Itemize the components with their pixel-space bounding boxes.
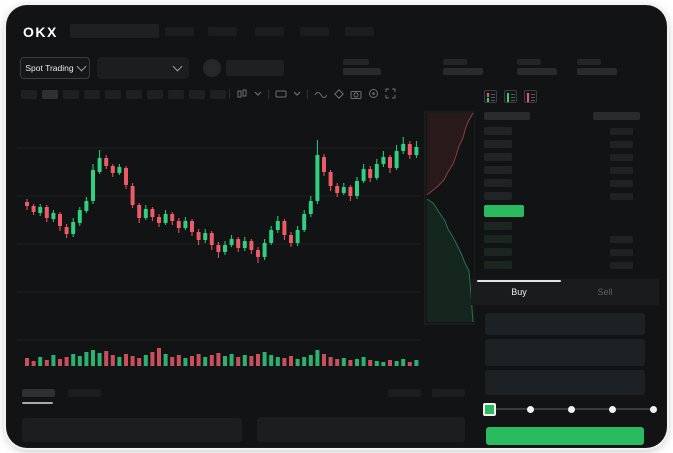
submit-buy-button[interactable] bbox=[486, 427, 644, 445]
camera-icon[interactable] bbox=[350, 89, 362, 99]
bottom-action-1[interactable] bbox=[388, 389, 421, 397]
bids-only-view-icon[interactable] bbox=[504, 90, 517, 103]
spot-trading-label: Spot Trading bbox=[25, 63, 74, 73]
combined-book-view-icon[interactable] bbox=[484, 90, 497, 103]
timeframe-4[interactable] bbox=[84, 90, 100, 99]
bottom-action-2[interactable] bbox=[432, 389, 465, 397]
orderbook-row[interactable] bbox=[484, 222, 512, 230]
orderbook-row[interactable] bbox=[610, 167, 633, 174]
nav-item-1[interactable] bbox=[165, 27, 194, 36]
slider-stop[interactable] bbox=[609, 406, 616, 413]
orderbook-row[interactable] bbox=[610, 154, 633, 161]
timeframe-5[interactable] bbox=[105, 90, 121, 99]
orderbook-row[interactable] bbox=[610, 180, 633, 187]
nav-item-2[interactable] bbox=[208, 27, 237, 36]
timeframe-2-selected[interactable] bbox=[42, 90, 58, 99]
slider-stop[interactable] bbox=[568, 406, 575, 413]
orderbook-row[interactable] bbox=[610, 141, 633, 148]
timeframe-8[interactable] bbox=[168, 90, 184, 99]
divider bbox=[268, 88, 269, 99]
slider-stop[interactable] bbox=[650, 406, 657, 413]
stat-2-value bbox=[443, 68, 483, 75]
orderbook-row[interactable] bbox=[610, 262, 633, 269]
orderbook-header-left bbox=[484, 112, 530, 120]
timeframe-3[interactable] bbox=[63, 90, 79, 99]
last-price-badge[interactable] bbox=[484, 205, 524, 217]
layers-icon[interactable] bbox=[333, 88, 344, 99]
timeframe-9[interactable] bbox=[189, 90, 205, 99]
orderbook-row[interactable] bbox=[484, 248, 512, 256]
tab-sell[interactable]: Sell bbox=[597, 287, 613, 297]
orderbook-row[interactable] bbox=[484, 153, 512, 161]
bottom-tab-underline bbox=[22, 402, 53, 404]
interval-icon[interactable] bbox=[275, 89, 287, 99]
okx-logo[interactable]: OKX bbox=[23, 24, 58, 40]
orderbook-row[interactable] bbox=[484, 179, 512, 187]
fullscreen-icon[interactable] bbox=[385, 88, 396, 99]
buy-tab-underline bbox=[477, 280, 561, 282]
candle-style-icon[interactable] bbox=[236, 89, 248, 99]
stat-1-label bbox=[343, 59, 369, 65]
slider-handle[interactable] bbox=[483, 403, 496, 416]
orderbook-row[interactable] bbox=[484, 166, 512, 174]
total-input[interactable] bbox=[485, 370, 645, 395]
pair-coin-icon bbox=[203, 59, 221, 77]
nav-item-3[interactable] bbox=[255, 27, 284, 36]
nav-item-4[interactable] bbox=[300, 27, 329, 36]
stat-3-label bbox=[517, 59, 541, 65]
app-window: OKX Spot Trading bbox=[7, 6, 666, 447]
indicators-icon[interactable] bbox=[314, 89, 327, 99]
timeframe-row bbox=[21, 90, 226, 99]
bottom-tab-order-history[interactable] bbox=[68, 389, 101, 397]
orderbook-row[interactable] bbox=[610, 236, 633, 243]
divider bbox=[229, 88, 230, 99]
tab-buy[interactable]: Buy bbox=[511, 287, 527, 297]
price-input[interactable] bbox=[485, 313, 645, 335]
timeframe-1[interactable] bbox=[21, 90, 37, 99]
slider-stop[interactable] bbox=[527, 406, 534, 413]
orderbook-row[interactable] bbox=[484, 192, 512, 200]
nav-primary-placeholder[interactable] bbox=[70, 24, 159, 38]
chevron-down-icon bbox=[76, 61, 87, 72]
chevron-down-icon bbox=[172, 61, 183, 72]
timeframe-7[interactable] bbox=[147, 90, 163, 99]
orderbook-row[interactable] bbox=[484, 140, 512, 148]
chevron-down-icon[interactable] bbox=[293, 91, 301, 97]
chart-tools bbox=[229, 88, 396, 99]
spot-trading-dropdown[interactable]: Spot Trading bbox=[20, 57, 90, 79]
orderbook-row[interactable] bbox=[484, 235, 512, 243]
pair-selector-dropdown[interactable] bbox=[97, 57, 189, 79]
orderbook-row[interactable] bbox=[610, 193, 633, 200]
divider bbox=[307, 88, 308, 99]
orderbook-row[interactable] bbox=[610, 128, 633, 135]
settings-icon[interactable] bbox=[368, 88, 379, 99]
orderbook-header-right bbox=[593, 112, 640, 120]
chevron-down-icon[interactable] bbox=[254, 91, 262, 97]
stat-4-label bbox=[577, 59, 601, 65]
amount-input[interactable] bbox=[485, 339, 645, 366]
orderbook-row[interactable] bbox=[484, 127, 512, 135]
orders-table-row-left bbox=[22, 418, 242, 442]
asks-only-view-icon[interactable] bbox=[524, 90, 537, 103]
orderbook-view-toggles bbox=[484, 90, 537, 103]
nav-item-5[interactable] bbox=[345, 27, 374, 36]
order-form-tabbar bbox=[471, 279, 659, 305]
timeframe-6[interactable] bbox=[126, 90, 142, 99]
stat-3-value bbox=[517, 68, 557, 75]
last-price-placeholder bbox=[226, 60, 284, 76]
stat-1-value bbox=[343, 68, 381, 75]
orderbook-row[interactable] bbox=[610, 249, 633, 256]
bottom-tab-open-orders[interactable] bbox=[22, 389, 55, 397]
stat-4-value bbox=[577, 68, 617, 75]
orders-table-row-right bbox=[257, 417, 465, 442]
candlestick-chart[interactable] bbox=[17, 110, 475, 376]
stat-2-label bbox=[443, 59, 467, 65]
orderbook-row[interactable] bbox=[484, 261, 512, 269]
timeframe-10[interactable] bbox=[210, 90, 226, 99]
